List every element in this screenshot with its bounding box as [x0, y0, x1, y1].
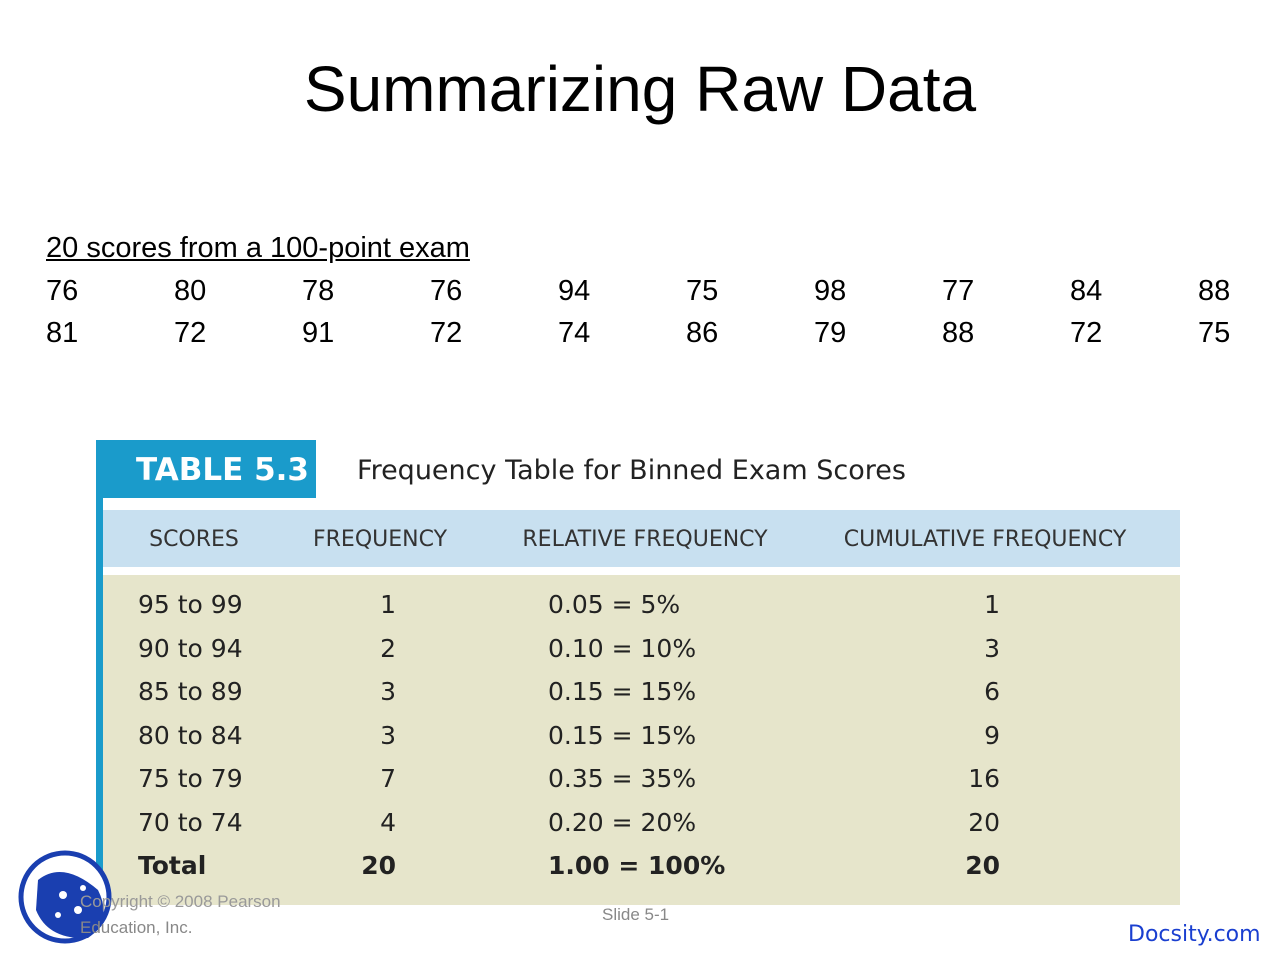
table-header-band — [103, 510, 1180, 567]
cell: 9 — [984, 720, 1000, 750]
cell: 0.10 = 10% — [548, 633, 697, 663]
score: 75 — [1198, 317, 1231, 349]
cell: 3 — [984, 633, 1000, 663]
table-label: TABLE 5.3 — [136, 452, 309, 488]
logo — [18, 850, 112, 944]
cell: 0.15 = 15% — [548, 677, 697, 707]
slide-title: Summarizing Raw Data — [303, 53, 977, 125]
score: 88 — [1198, 275, 1231, 307]
cell: 0.15 = 15% — [548, 720, 697, 750]
cell: 1 — [380, 590, 396, 619]
score: 84 — [1070, 275, 1103, 307]
score: 88 — [942, 317, 975, 349]
cell: 4 — [380, 808, 396, 837]
cell: 1.00 = 100% — [548, 851, 726, 880]
cell: 20 — [965, 851, 1000, 880]
score: 72 — [1070, 317, 1103, 349]
cell: 20 — [968, 808, 1000, 837]
score: 72 — [174, 317, 207, 349]
cell: 0.20 = 20% — [548, 808, 697, 837]
score: 72 — [430, 317, 463, 349]
score: 94 — [558, 275, 591, 307]
score: 77 — [942, 275, 975, 307]
score: 76 — [430, 275, 463, 307]
cell: 3 — [380, 677, 396, 707]
table-title: Frequency Table for Binned Exam Scores — [357, 455, 906, 486]
cell: 1 — [984, 590, 1000, 619]
cell: 2 — [380, 633, 396, 663]
column-header: RELATIVE FREQUENCY — [522, 527, 768, 552]
table-side-bar — [96, 440, 103, 905]
cell: 7 — [380, 764, 396, 794]
score: 79 — [814, 317, 847, 349]
score: 76 — [46, 275, 79, 307]
score: 86 — [686, 317, 719, 349]
cell: 85 to 89 — [138, 677, 243, 707]
copyright-line1: Copyright © 2008 Pearson — [80, 892, 281, 911]
score: 98 — [814, 275, 847, 307]
cell: 80 to 84 — [138, 720, 243, 750]
score: 75 — [686, 275, 719, 307]
cell: 70 to 74 — [138, 808, 243, 837]
cell: 0.35 = 35% — [548, 764, 697, 794]
column-header: CUMULATIVE FREQUENCY — [843, 527, 1127, 552]
score: 80 — [174, 275, 207, 307]
score: 74 — [558, 317, 591, 349]
copyright-line2: Education, Inc. — [80, 918, 193, 937]
cell: 0.05 = 5% — [548, 590, 681, 619]
score: 91 — [302, 317, 335, 349]
cell: 90 to 94 — [138, 633, 243, 663]
table-label-box — [96, 440, 316, 498]
table-body — [103, 575, 1180, 905]
brand: Docsity.com — [1128, 922, 1261, 947]
cell: 20 — [361, 851, 396, 880]
cell: 16 — [968, 764, 1000, 794]
score: 78 — [302, 275, 335, 307]
column-header: FREQUENCY — [312, 527, 448, 552]
column-header: SCORES — [149, 527, 239, 552]
cell: 6 — [984, 677, 1000, 707]
cell: 95 to 99 — [138, 590, 243, 619]
cell: 75 to 79 — [138, 764, 243, 794]
cell: 3 — [380, 720, 396, 750]
score: 81 — [46, 317, 79, 349]
cell: Total — [138, 851, 207, 880]
slide-number: Slide 5-1 — [602, 905, 670, 924]
scores-caption: 20 scores from a 100-point exam — [46, 232, 470, 264]
